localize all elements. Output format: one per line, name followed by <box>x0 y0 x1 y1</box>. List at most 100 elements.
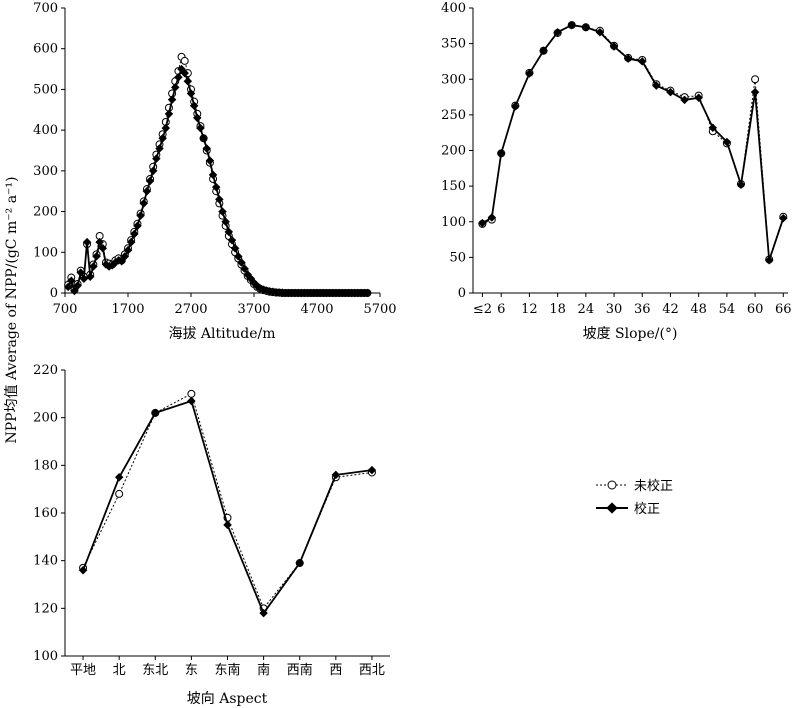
x-axis-title: 坡度 Slope/(°) <box>583 326 678 342</box>
y-tick-label: 150 <box>441 179 466 194</box>
y-tick-label: 180 <box>33 458 58 473</box>
x-tick-label: 36 <box>634 302 651 317</box>
x-tick-label: ≤2 <box>473 302 492 317</box>
series-uncorrected-line <box>82 393 372 610</box>
x-tick-label: 东南 <box>214 662 240 678</box>
data-point-corrected <box>164 109 174 119</box>
y-tick-label: 140 <box>33 554 58 569</box>
x-tick-label: 2700 <box>174 302 207 317</box>
x-tick-label: 西南 <box>287 662 313 678</box>
data-point-corrected <box>205 156 215 165</box>
x-tick-label: 1700 <box>111 302 144 317</box>
data-point-corrected <box>581 22 591 32</box>
data-point-corrected <box>295 558 304 568</box>
series-corrected-line <box>82 399 373 615</box>
y-tick-label: 250 <box>441 108 466 123</box>
data-point-corrected <box>487 213 497 222</box>
x-tick-label: 平地 <box>70 663 96 678</box>
y-tick-label: 100 <box>441 215 466 230</box>
x-tick-label: 18 <box>549 302 566 317</box>
data-point-corrected <box>98 243 108 253</box>
data-point-corrected <box>199 134 208 143</box>
data-point-corrected <box>126 237 136 247</box>
y-tick-label: 200 <box>33 205 58 220</box>
data-point-corrected <box>186 89 196 98</box>
data-point-corrected <box>95 237 104 247</box>
x-tick-label: 西 <box>329 663 342 678</box>
data-point-corrected <box>161 123 171 133</box>
x-tick-label: 6 <box>497 302 505 317</box>
data-point-corrected <box>193 113 202 123</box>
data-point-corrected <box>227 235 237 245</box>
y-tick-label: 400 <box>441 1 466 16</box>
data-point-corrected <box>123 246 133 255</box>
data-point-corrected <box>240 264 249 273</box>
data-point-corrected <box>76 268 85 277</box>
y-tick-label: 350 <box>441 37 466 52</box>
data-point-corrected <box>218 207 227 216</box>
slope-chart: 0 50 100 150 200 250 300 350 400 ≤2 6 12 18 24 30 36 42 4… <box>441 1 791 342</box>
x-tick-label: 4700 <box>300 302 333 317</box>
data-point-corrected <box>180 68 189 78</box>
data-point-corrected <box>151 408 160 418</box>
data-point-corrected <box>158 134 167 143</box>
data-point-corrected <box>496 149 506 158</box>
data-point-corrected <box>202 144 211 153</box>
x-axis-title: 坡向 Aspect <box>187 691 268 707</box>
x-tick-label: 54 <box>719 302 736 317</box>
legend-corrected-marker <box>606 502 618 514</box>
data-point-corrected <box>211 182 221 192</box>
data-point-corrected <box>230 243 240 253</box>
data-point-corrected <box>155 144 164 153</box>
y-tick-label: 300 <box>33 164 58 179</box>
y-tick-label: 300 <box>441 72 466 87</box>
data-point-corrected <box>171 83 180 92</box>
y-tick-label: 700 <box>33 1 58 16</box>
y-tick-label: 600 <box>33 42 58 57</box>
data-point-corrected <box>136 211 145 220</box>
y-tick-label: 100 <box>33 649 58 664</box>
x-tick-label: 48 <box>690 302 707 317</box>
data-point-corrected <box>208 170 218 180</box>
data-point-corrected <box>92 252 101 261</box>
data-point-corrected <box>73 281 82 290</box>
data-point-corrected <box>148 166 158 176</box>
y-tick-label: 0 <box>458 286 466 301</box>
data-point-corrected <box>187 396 196 406</box>
x-tick-label: 60 <box>747 302 764 317</box>
legend-corrected-label: 校正 <box>634 501 660 517</box>
data-point-corrected <box>567 20 576 30</box>
x-tick-label: 66 <box>775 302 792 317</box>
data-point-corrected <box>142 186 152 196</box>
data-point-uncorrected <box>187 389 196 398</box>
x-tick-label: 5700 <box>363 302 396 317</box>
data-point-corrected <box>259 608 268 618</box>
data-point-corrected <box>67 276 76 286</box>
y-tick-label: 200 <box>441 144 466 159</box>
x-tick-label: 西北 <box>359 663 385 678</box>
data-point-uncorrected <box>115 489 124 498</box>
data-point-corrected <box>183 77 193 86</box>
data-point-corrected <box>82 237 92 247</box>
data-point-corrected <box>174 72 183 82</box>
data-point-uncorrected <box>751 75 760 84</box>
y-tick-label: 400 <box>33 123 58 138</box>
data-point-corrected <box>133 221 142 231</box>
data-point-corrected <box>223 520 232 530</box>
data-point-corrected <box>221 217 230 226</box>
y-tick-label: 500 <box>33 82 58 97</box>
y-tick-label: 100 <box>33 245 58 260</box>
y-tick-label: 0 <box>50 286 58 301</box>
data-point-corrected <box>139 199 148 208</box>
altitude-chart: 0 100 200 300 400 500 600 700 700 1700 2700 3700 470… <box>33 1 396 342</box>
data-point-corrected <box>237 258 246 267</box>
x-tick-label: 700 <box>53 302 78 317</box>
shared-ylabel: NPP均值 Average of NPP/(gC m⁻² a⁻¹) <box>4 176 20 443</box>
data-point-corrected <box>89 262 98 271</box>
data-point-corrected <box>63 282 73 292</box>
x-tick-label: 30 <box>606 302 623 317</box>
x-tick-label: 42 <box>662 302 679 317</box>
series-corrected-line <box>481 24 785 261</box>
